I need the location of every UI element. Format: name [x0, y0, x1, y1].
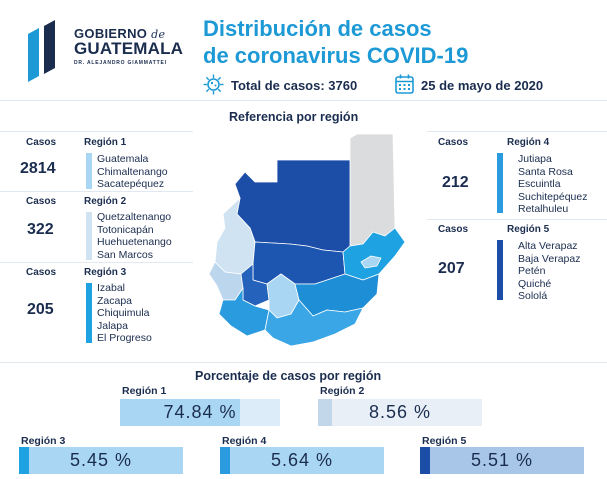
- bar-region1-value: 74.84 %: [163, 402, 237, 422]
- calendar-icon: [395, 74, 414, 94]
- list-item: Sololá: [518, 290, 548, 302]
- logo-text-guatemala: GUATEMALA: [74, 39, 184, 58]
- logo-text-president: DR. ALEJANDRO GIAMMATTEI: [74, 60, 167, 66]
- region1-case-count: 2814: [20, 160, 56, 177]
- list-item: Guatemala: [97, 153, 149, 165]
- guatemala-region-map: [208, 133, 406, 347]
- bar-region5-accent: [420, 447, 430, 474]
- list-item: Retalhuleu: [518, 203, 569, 215]
- region3-label: Región 3: [84, 267, 127, 278]
- panel-divider: [0, 191, 193, 192]
- panel-divider: [0, 262, 193, 263]
- region5-color-swatch: [497, 240, 503, 300]
- bar-region1-fill: [120, 399, 240, 426]
- region2-color-swatch: [86, 212, 92, 260]
- region1-cases-label: Casos: [26, 137, 57, 148]
- map-peten: [349, 133, 396, 247]
- list-item: Baja Verapaz: [518, 252, 581, 265]
- list-item: Escuintla: [518, 178, 561, 190]
- list-item: Santa Rosa: [518, 165, 573, 178]
- bar-region3-accent: [19, 447, 29, 474]
- bar-region2-value: 8.56 %: [368, 402, 432, 422]
- percent-section-divider: [0, 362, 607, 363]
- report-date: 25 de mayo de 2020: [421, 78, 544, 93]
- panel-divider: [427, 131, 607, 132]
- bar-region4-accent: [220, 447, 230, 474]
- region2-case-count: 322: [27, 221, 54, 238]
- list-item: Quiché: [518, 277, 552, 290]
- list-item: Huehuetenango: [97, 236, 172, 248]
- bar-region5: 5.51 %: [420, 447, 584, 474]
- region4-cases-label: Casos: [438, 137, 469, 148]
- region4-department-list: Jutiapa Santa Rosa Escuintla Suchitepéqu…: [518, 153, 587, 216]
- region1-color-swatch: [86, 153, 92, 189]
- region5-department-list: Alta Verapaz Baja Verapaz Petén Quiché S…: [518, 240, 580, 303]
- bar-region3-label: Región 3: [21, 435, 66, 447]
- bar-region2-label: Región 2: [320, 385, 365, 397]
- bar-region4-label: Región 4: [222, 435, 267, 447]
- list-item: San Marcos: [97, 248, 154, 261]
- bar-region2: 8.56 %: [318, 399, 482, 426]
- page-title-line1: Distribución de casos: [203, 16, 432, 41]
- panel-divider: [0, 131, 193, 132]
- list-item: Chiquimula: [97, 307, 150, 319]
- region4-color-swatch: [497, 153, 503, 213]
- region4-case-count: 212: [442, 174, 469, 191]
- region3-color-swatch: [86, 283, 92, 343]
- bar-region4-value: 5.64 %: [270, 450, 334, 470]
- region2-department-list: Quetzaltenango Totonicapán Huehuetenango…: [97, 211, 172, 261]
- list-item: Totonicapán: [97, 223, 154, 236]
- map-section-title: Referencia por región: [229, 110, 359, 124]
- region5-case-count: 207: [438, 260, 465, 277]
- header-divider: [0, 100, 607, 101]
- region3-department-list: Izabal Zacapa Chiquimula Jalapa El Progr…: [97, 282, 152, 345]
- panel-divider: [427, 219, 607, 220]
- list-item: Izabal: [97, 282, 126, 294]
- logo-text-gobierno: GOBIERNO de: [74, 26, 166, 41]
- list-item: Alta Verapaz: [518, 240, 578, 252]
- region2-label: Región 2: [84, 196, 127, 207]
- list-item: Jalapa: [97, 319, 128, 332]
- region5-cases-label: Casos: [438, 224, 469, 235]
- total-cases-label: Total de casos: 3760: [231, 78, 358, 93]
- region2-cases-label: Casos: [26, 196, 57, 207]
- list-item: Suchitepéquez: [518, 190, 588, 203]
- region3-cases-label: Casos: [26, 267, 57, 278]
- region3-case-count: 205: [27, 301, 54, 318]
- bar-region5-value: 5.51 %: [470, 450, 534, 470]
- bar-region5-label: Región 5: [422, 435, 467, 447]
- region1-label: Región 1: [84, 137, 127, 148]
- percent-section-title: Porcentaje de casos por región: [195, 369, 382, 383]
- bar-region1-label: Región 1: [122, 385, 167, 397]
- region1-department-list: Guatemala Chimaltenango Sacatepéquez: [97, 153, 168, 191]
- bar-region4: 5.64 %: [220, 447, 384, 474]
- list-item: Petén: [518, 265, 546, 277]
- list-item: Jutiapa: [518, 153, 552, 165]
- page-title-line2: de coronavirus COVID-19: [203, 43, 469, 68]
- region4-label: Región 4: [507, 137, 550, 148]
- bar-region3-value: 5.45 %: [69, 450, 133, 470]
- region5-label: Región 5: [507, 224, 550, 235]
- bar-region1-accent: [120, 399, 130, 426]
- list-item: Chimaltenango: [97, 165, 168, 178]
- list-item: Quetzaltenango: [97, 211, 172, 223]
- map-south-region4: [264, 299, 364, 347]
- list-item: El Progreso: [97, 332, 152, 344]
- list-item: Zacapa: [97, 294, 133, 307]
- government-logo-icon: [28, 20, 55, 82]
- bar-region2-accent: [318, 399, 328, 426]
- bar-region1: 74.84 %: [120, 399, 280, 426]
- map-lake-izabal: [360, 255, 382, 269]
- bar-region3: 5.45 %: [19, 447, 183, 474]
- list-item: Sacatepéquez: [97, 178, 165, 190]
- virus-icon: [203, 74, 224, 95]
